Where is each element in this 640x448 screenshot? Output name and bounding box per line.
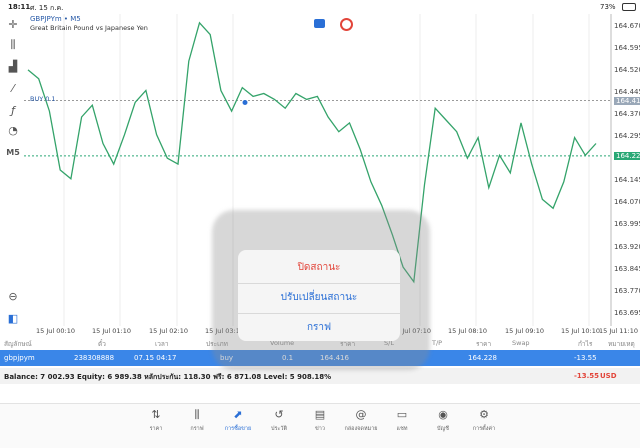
y-tick-label: 163.920 xyxy=(614,242,640,251)
row-ticket: 238308888 xyxy=(74,354,115,362)
status-date: ศ. 15 ก.ค. xyxy=(30,4,64,12)
balance-profit: -13.55 xyxy=(574,372,600,380)
balance-currency: USD xyxy=(600,372,617,380)
y-tick-label: 163.695 xyxy=(614,308,640,317)
x-tick-label: 15 Jul 02:10 xyxy=(149,327,188,335)
nav-history[interactable]: ↺ ประวัติ xyxy=(259,408,299,433)
x-tick-label: 15 Jul 03:10 xyxy=(205,327,244,335)
balance-text: Balance: 7 002.93 Equity: 6 989.38 หลักป… xyxy=(4,373,332,381)
status-time: 18:11 xyxy=(8,3,31,11)
balance-bar: Balance: 7 002.93 Equity: 6 989.38 หลักป… xyxy=(0,368,640,384)
objects-icon[interactable]: ⁄ xyxy=(12,82,14,95)
y-tick-label: 164.295 xyxy=(614,132,640,141)
x-tick-label: 15 Jul 10:10 xyxy=(561,327,600,335)
y-tick-label: 164.445 xyxy=(614,88,640,96)
y-tick-label: 163.995 xyxy=(614,220,640,229)
popup-divider xyxy=(238,313,400,314)
col-type: ประเภท xyxy=(206,340,228,348)
row-current-price: 164.228 xyxy=(468,354,497,362)
position-popup-menu: ปิดสถานะ ปรับเปลี่ยนสถานะ กราฟ xyxy=(238,250,400,341)
row-type: buy xyxy=(220,354,234,362)
col-profit: กำไร xyxy=(578,340,593,348)
col-tp: T/P xyxy=(432,339,443,347)
row-volume: 0.1 xyxy=(282,354,294,362)
status-bar: 18:11 ศ. 15 ก.ค. 73% xyxy=(0,0,640,14)
nav-chat[interactable]: ▭ แชท xyxy=(382,408,422,433)
col-sl: S/L xyxy=(384,339,394,347)
function-icon[interactable]: ƒ xyxy=(11,104,15,117)
history-icon: ↺ xyxy=(274,408,284,421)
chat-icon: ▭ xyxy=(396,408,408,421)
col-price2: ราคา xyxy=(476,340,492,348)
timeframe-button[interactable]: M5 xyxy=(6,148,20,157)
col-volume: Volume xyxy=(270,339,295,347)
nav-trade[interactable]: ⬈ การซื้อขาย xyxy=(218,408,258,433)
popup-divider xyxy=(238,283,400,284)
close-position-button[interactable]: ปิดสถานะ xyxy=(297,262,341,273)
y-tick-label: 164.370 xyxy=(614,110,640,119)
x-tick-label: 15 Jul 07:10 xyxy=(392,327,431,335)
symbol-description: Great Britain Pound vs Japanese Yen xyxy=(30,24,148,32)
buy-level-label: BUY 0.1 xyxy=(30,95,56,103)
x-tick-label: 15 Jul 01:10 xyxy=(92,327,131,335)
price-chart[interactable] xyxy=(24,14,612,326)
crosshair-icon[interactable]: ✛ xyxy=(8,18,18,31)
one-click-trading-icon[interactable] xyxy=(314,19,325,28)
status-battery: 73% xyxy=(600,3,616,11)
nav-news[interactable]: ▤ ข่าว xyxy=(300,408,340,433)
chart-button[interactable]: กราฟ xyxy=(306,322,332,333)
row-symbol: gbpjpym xyxy=(4,354,35,362)
account-icon: ◉ xyxy=(438,408,448,421)
x-tick-label: 15 Jul 00:10 xyxy=(36,327,75,335)
y-tick-label: 164.520 xyxy=(614,65,640,74)
table-row[interactable]: gbpjpym 238308888 07.15 04:17 buy 0.1 16… xyxy=(0,350,640,366)
nav-account[interactable]: ◉ บัญชี xyxy=(423,408,463,433)
row-profit: -13.55 xyxy=(574,354,597,362)
nav-mailbox[interactable]: @ กล่องจดหมาย xyxy=(341,408,381,433)
x-tick-label: 15 Jul 08:10 xyxy=(448,327,487,335)
entry-point-marker xyxy=(242,100,248,106)
y-tick-label: 163.770 xyxy=(614,286,640,295)
current-price-tag: 164.228 xyxy=(614,151,640,160)
buy-price-tag: 164.416 xyxy=(614,96,640,105)
y-tick-label: 164.145 xyxy=(614,176,640,185)
depth-icon[interactable] xyxy=(340,18,353,31)
zoom-icon[interactable]: ⊖ xyxy=(8,290,18,303)
bottom-navigation: ⇅ ราคา ⫼ กราฟ ⬈ การซื้อขาย ↺ ประวัติ ▤ ข่าว @… xyxy=(0,403,640,448)
candles-icon[interactable]: ⫼ xyxy=(10,38,16,51)
nav-quotes[interactable]: ⇅ ราคา xyxy=(136,408,176,433)
col-price: ราคา xyxy=(340,340,356,348)
positions-table-header: สัญลักษณ์ ตั๋ว เวลา ประเภท Volume ราคา S… xyxy=(0,337,640,349)
candles-icon: ⫼ xyxy=(194,408,200,421)
row-open-price: 164.416 xyxy=(320,354,349,362)
col-comment: หมายเหตุ xyxy=(608,340,635,348)
x-tick-label: 15 Jul 11:10 xyxy=(599,327,638,335)
settings-icon: ⚙ xyxy=(479,408,489,421)
shapes-icon[interactable]: ◔ xyxy=(8,124,18,137)
indicators-icon[interactable]: ▟ xyxy=(8,60,18,73)
y-tick-label: 164.595 xyxy=(614,43,640,52)
col-symbol: สัญลักษณ์ xyxy=(4,340,32,348)
price-series-line xyxy=(27,21,597,284)
chart-canvas xyxy=(24,14,612,326)
arrows-icon: ⇅ xyxy=(151,408,161,421)
y-tick-label: 164.070 xyxy=(614,198,640,207)
y-tick-label: 164.670 xyxy=(614,21,640,30)
nav-settings[interactable]: ⚙ การตั้งค่า xyxy=(464,408,504,433)
x-tick-label: 15 Jul 09:10 xyxy=(505,327,544,335)
modify-position-button[interactable]: ปรับเปลี่ยนสถานะ xyxy=(280,292,358,303)
col-ticket: ตั๋ว xyxy=(98,340,106,348)
y-tick-label: 163.845 xyxy=(614,264,640,273)
nav-chart[interactable]: ⫼ กราฟ xyxy=(177,408,217,433)
news-icon: ▤ xyxy=(314,408,326,421)
trade-icon: ⬈ xyxy=(233,408,243,421)
mail-icon: @ xyxy=(355,408,367,421)
battery-icon xyxy=(622,3,636,11)
col-swap: Swap xyxy=(512,339,530,347)
symbol-title: GBPJPYm • M5 xyxy=(30,15,81,23)
row-time: 07.15 04:17 xyxy=(134,354,177,362)
trade-panel-icon[interactable]: ◧ xyxy=(7,312,19,325)
col-time: เวลา xyxy=(155,340,169,348)
